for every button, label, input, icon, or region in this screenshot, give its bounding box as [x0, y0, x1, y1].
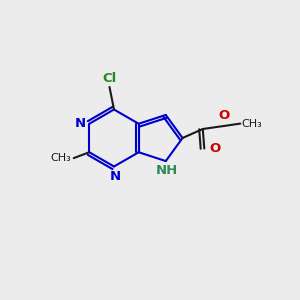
- Text: CH₃: CH₃: [51, 153, 71, 163]
- Text: O: O: [209, 142, 220, 155]
- Text: NH: NH: [156, 164, 178, 177]
- Text: O: O: [218, 109, 230, 122]
- Text: N: N: [110, 170, 121, 183]
- Text: Cl: Cl: [102, 72, 117, 85]
- Text: N: N: [74, 117, 86, 130]
- Text: CH₃: CH₃: [242, 118, 262, 129]
